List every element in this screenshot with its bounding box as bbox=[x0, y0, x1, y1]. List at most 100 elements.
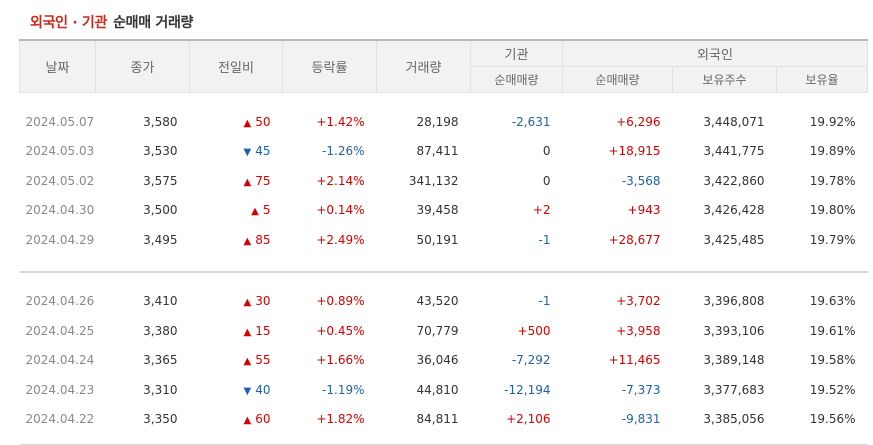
table-row: 2024.04.23 3,310 ▼ 40 -1.19% 44,810 -12,194 -7,… bbox=[20, 375, 868, 405]
volume-cell: 87,411 bbox=[416, 144, 459, 159]
table-row: 2024.05.07 3,580 ▲ 50 +1.42% 28,198 -2,631 +6,2… bbox=[20, 107, 868, 137]
triangle-up-icon: ▲ bbox=[243, 117, 252, 129]
rate-cell: +0.45% bbox=[316, 323, 365, 338]
date-cell: 2024.04.26 bbox=[25, 294, 95, 309]
table-row: 2024.04.25 3,380 ▲ 15 +0.45% 70,779 +500 +3,958… bbox=[20, 316, 868, 346]
holdings-cell: 3,426,428 bbox=[703, 203, 765, 218]
date-cell: 2024.04.23 bbox=[25, 382, 95, 397]
change-value: 15 bbox=[255, 323, 271, 338]
rate-cell: +1.82% bbox=[316, 412, 365, 427]
volume-cell: 84,811 bbox=[416, 412, 459, 427]
rate-cell: +1.42% bbox=[316, 114, 365, 129]
volume-cell: 50,191 bbox=[416, 232, 459, 247]
holdings-cell: 3,425,485 bbox=[703, 232, 765, 247]
volume-cell: 39,458 bbox=[416, 203, 459, 218]
change-cell: ▲ 55 bbox=[190, 346, 283, 376]
ratio-cell: 19.80% bbox=[809, 203, 856, 218]
holdings-cell: 3,396,808 bbox=[703, 294, 765, 309]
foreign-net-cell: +3,958 bbox=[616, 323, 661, 338]
col-header-rate: 등락률 bbox=[282, 39, 377, 93]
close-cell: 3,410 bbox=[143, 294, 178, 309]
col-header-date: 날짜 bbox=[19, 39, 96, 93]
foreign-net-cell: -9,831 bbox=[621, 412, 661, 427]
volume-cell: 28,198 bbox=[416, 114, 459, 129]
triangle-up-icon: ▲ bbox=[251, 206, 259, 218]
change-cell: ▲ 75 bbox=[190, 166, 283, 196]
rate-cell: -1.26% bbox=[322, 144, 365, 159]
change-cell: ▲ 15 bbox=[190, 316, 283, 346]
rate-cell: +2.14% bbox=[316, 173, 365, 188]
col-header-foreign: 외국인 bbox=[562, 39, 868, 67]
volume-cell: 70,779 bbox=[416, 323, 459, 338]
date-cell: 2024.05.02 bbox=[25, 173, 95, 188]
title-accent: 외국인 · 기관 bbox=[30, 15, 108, 31]
close-cell: 3,365 bbox=[143, 353, 178, 368]
foreign-net-cell: -3,568 bbox=[621, 173, 661, 188]
foreign-net-cell: +6,296 bbox=[616, 114, 661, 129]
ratio-cell: 19.92% bbox=[809, 114, 856, 129]
foreign-net-cell: +28,677 bbox=[608, 232, 661, 247]
col-header-holdings: 보유주수 bbox=[672, 66, 777, 93]
title-rest: 순매매 거래량 bbox=[113, 15, 194, 31]
col-header-ratio: 보유율 bbox=[776, 66, 868, 93]
date-cell: 2024.04.24 bbox=[25, 353, 95, 368]
col-header-inst-net: 순매매량 bbox=[470, 66, 563, 93]
inst-net-cell: -2,631 bbox=[511, 114, 551, 129]
triangle-up-icon: ▲ bbox=[243, 297, 252, 309]
table-row: 2024.04.30 3,500 ▲ 5 +0.14% 39,458 +2 +943 3,426… bbox=[20, 196, 868, 226]
change-cell: ▲ 85 bbox=[190, 225, 283, 255]
inst-net-cell: -7,292 bbox=[511, 353, 551, 368]
volume-cell: 43,520 bbox=[416, 294, 459, 309]
rate-cell: +0.89% bbox=[316, 294, 365, 309]
change-cell: ▼ 40 bbox=[190, 375, 283, 405]
inst-net-cell: -1 bbox=[538, 232, 551, 247]
table-row: 2024.05.02 3,575 ▲ 75 +2.14% 341,132 0 -3,568 3,… bbox=[20, 166, 868, 196]
volume-cell: 36,046 bbox=[416, 353, 459, 368]
holdings-cell: 3,385,056 bbox=[703, 412, 765, 427]
close-cell: 3,530 bbox=[143, 144, 178, 159]
date-cell: 2024.04.22 bbox=[25, 412, 95, 427]
close-cell: 3,580 bbox=[143, 114, 178, 129]
inst-net-cell: -1 bbox=[538, 294, 551, 309]
change-cell: ▲ 50 bbox=[190, 107, 283, 137]
date-cell: 2024.04.29 bbox=[25, 232, 95, 247]
rate-cell: +0.14% bbox=[316, 203, 365, 218]
inst-net-cell: -12,194 bbox=[504, 382, 551, 397]
change-cell: ▲ 30 bbox=[190, 287, 283, 317]
ratio-cell: 19.56% bbox=[809, 412, 856, 427]
inst-net-cell: +2 bbox=[532, 203, 551, 218]
col-header-close: 종가 bbox=[95, 39, 190, 93]
inst-net-cell: +2,106 bbox=[506, 412, 551, 427]
section-title: 외국인 · 기관 순매매 거래량 bbox=[30, 12, 193, 32]
change-value: 60 bbox=[255, 412, 271, 427]
rate-cell: +2.49% bbox=[316, 232, 365, 247]
col-header-change: 전일비 bbox=[189, 39, 283, 93]
triangle-up-icon: ▲ bbox=[243, 415, 252, 427]
foreign-net-cell: +11,465 bbox=[608, 353, 661, 368]
change-cell: ▲ 60 bbox=[190, 405, 283, 435]
change-cell: ▲ 5 bbox=[190, 196, 283, 226]
change-value: 45 bbox=[255, 144, 271, 159]
col-header-foreign-net: 순매매량 bbox=[562, 66, 673, 93]
triangle-down-icon: ▼ bbox=[243, 385, 252, 397]
table-row: 2024.05.03 3,530 ▼ 45 -1.26% 87,411 0 +18,915 3,… bbox=[20, 137, 868, 167]
change-value: 85 bbox=[255, 232, 271, 247]
volume-cell: 44,810 bbox=[416, 382, 459, 397]
change-value: 30 bbox=[255, 294, 271, 309]
holdings-cell: 3,393,106 bbox=[703, 323, 765, 338]
foreign-net-cell: +943 bbox=[627, 203, 661, 218]
ratio-cell: 19.79% bbox=[809, 232, 856, 247]
ratio-cell: 19.89% bbox=[809, 144, 856, 159]
col-header-institution: 기관 bbox=[470, 39, 563, 67]
close-cell: 3,380 bbox=[143, 323, 178, 338]
change-value: 55 bbox=[255, 353, 271, 368]
inst-net-cell: 0 bbox=[542, 173, 551, 188]
close-cell: 3,350 bbox=[143, 412, 178, 427]
date-cell: 2024.04.30 bbox=[25, 203, 95, 218]
close-cell: 3,495 bbox=[143, 232, 178, 247]
table-row: 2024.04.22 3,350 ▲ 60 +1.82% 84,811 +2,106 -9,8… bbox=[20, 405, 868, 435]
table-row: 2024.04.29 3,495 ▲ 85 +2.49% 50,191 -1 +28,677 3… bbox=[20, 225, 868, 255]
col-header-volume: 거래량 bbox=[376, 39, 471, 93]
date-cell: 2024.05.07 bbox=[25, 114, 95, 129]
inst-net-cell: +500 bbox=[517, 323, 551, 338]
